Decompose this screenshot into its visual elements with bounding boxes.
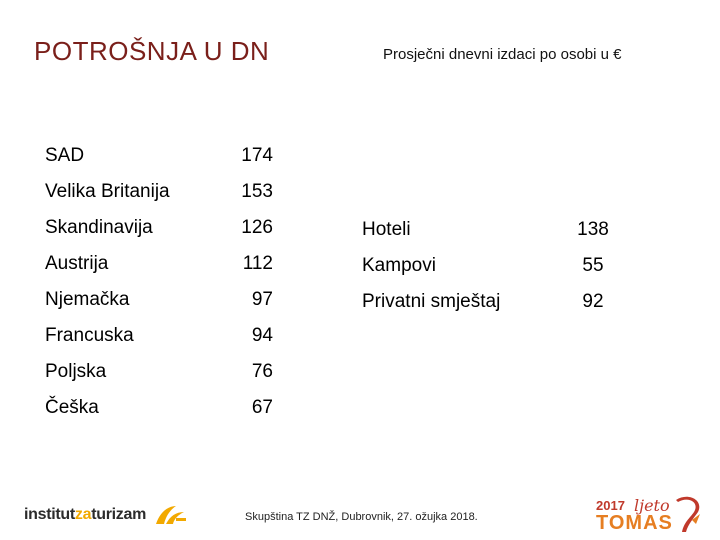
- country-value: 126: [241, 217, 273, 238]
- accommodation-label: Hoteli: [362, 219, 411, 240]
- country-label: Austrija: [45, 253, 109, 274]
- country-value: 97: [251, 289, 273, 310]
- list-item: SAD 174: [45, 140, 295, 176]
- institut-za-turizam-logo: institutzaturizam: [24, 500, 188, 530]
- footer-caption: Skupština TZ DNŽ, Dubrovnik, 27. ožujka …: [245, 511, 478, 523]
- list-item: Češka 67: [45, 392, 295, 428]
- accommodation-label: Kampovi: [362, 255, 436, 276]
- sun-swirl-icon: [676, 496, 700, 532]
- country-value: 94: [251, 325, 273, 346]
- country-label: Velika Britanija: [45, 181, 170, 202]
- country-value: 112: [242, 253, 273, 274]
- logo-part-2: za: [74, 506, 92, 523]
- list-item: Skandinavija 126: [45, 212, 295, 248]
- list-item: Poljska 76: [45, 356, 295, 392]
- tomas-ljeto-logo: 2017 ljeto TOMAS: [596, 496, 700, 534]
- accommodation-value: 138: [577, 219, 609, 240]
- page-subtitle: Prosječni dnevni izdaci po osobi u €: [383, 46, 622, 63]
- country-value: 67: [251, 397, 273, 418]
- swirl-logo-icon: [156, 506, 187, 524]
- logo-text: institutzaturizam: [24, 506, 146, 524]
- accommodation-spending-list: Hoteli 138 Kampovi 55 Privatni smještaj …: [362, 214, 632, 322]
- country-label: Njemačka: [45, 289, 130, 310]
- accommodation-value: 55: [582, 255, 604, 276]
- page-title: POTROŠNJA U DN: [34, 36, 270, 66]
- country-spending-list: SAD 174 Velika Britanija 153 Skandinavij…: [45, 140, 295, 428]
- country-label: Češka: [45, 397, 99, 418]
- logo-part-1: institut: [24, 506, 75, 523]
- country-value: 153: [241, 181, 273, 202]
- list-item: Privatni smještaj 92: [362, 286, 632, 322]
- country-label: Francuska: [45, 325, 134, 346]
- logo-year: 2017: [596, 498, 625, 513]
- list-item: Kampovi 55: [362, 250, 632, 286]
- logo-word-tomas: TOMAS: [596, 512, 673, 534]
- list-item: Hoteli 138: [362, 214, 632, 250]
- list-item: Velika Britanija 153: [45, 176, 295, 212]
- accommodation-value: 92: [582, 291, 604, 312]
- country-label: SAD: [45, 145, 85, 166]
- logo-word-ljeto: ljeto: [634, 496, 670, 515]
- list-item: Francuska 94: [45, 320, 295, 356]
- list-item: Njemačka 97: [45, 284, 295, 320]
- list-item: Austrija 112: [45, 248, 295, 284]
- country-value: 76: [251, 361, 273, 382]
- country-label: Poljska: [45, 361, 107, 382]
- country-value: 174: [241, 145, 273, 166]
- country-label: Skandinavija: [45, 217, 153, 238]
- accommodation-label: Privatni smještaj: [362, 291, 501, 312]
- logo-part-3: turizam: [91, 506, 147, 523]
